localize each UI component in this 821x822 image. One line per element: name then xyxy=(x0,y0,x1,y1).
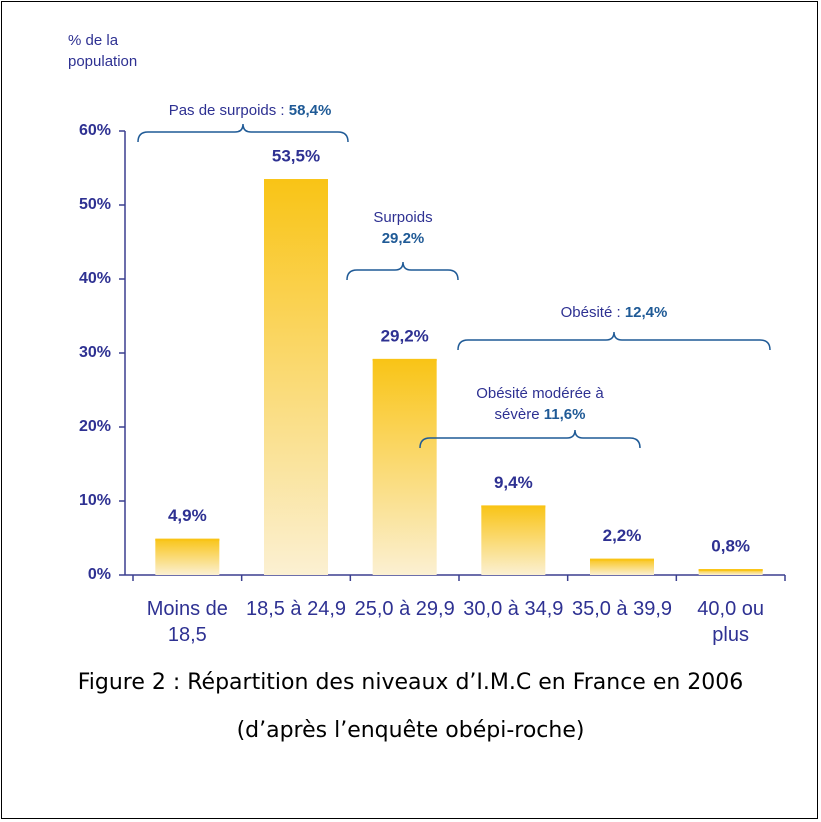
value-label: 2,2% xyxy=(603,526,642,545)
value-label: 9,4% xyxy=(494,473,533,492)
y-tick-label: 50% xyxy=(79,196,111,213)
brace xyxy=(457,331,771,351)
annotation-label: Pas de surpoids : xyxy=(168,102,285,119)
annotation-label: Obésité modérée à sévère xyxy=(476,385,604,423)
value-label: 0,8% xyxy=(711,537,750,556)
y-tick-label: 0% xyxy=(88,566,111,583)
annotation-value: 11,6% xyxy=(543,406,586,423)
x-tick-label: 30,0 à 34,9 xyxy=(463,598,564,620)
x-tick-label: 18,5 à 24,9 xyxy=(245,598,347,620)
value-label: 29,2% xyxy=(381,326,429,345)
y-tick-label: 20% xyxy=(79,418,111,435)
y-tick-label: 60% xyxy=(79,122,111,139)
x-tick-label: Moins de 18,5 xyxy=(146,598,228,646)
bar xyxy=(372,358,437,575)
annotation-label: Obésité : xyxy=(560,304,621,321)
bar-top xyxy=(698,569,763,572)
x-tick-label: 25,0 à 29,9 xyxy=(354,598,455,620)
brace xyxy=(137,123,349,143)
x-tick-label: 40,0 ou plus xyxy=(697,598,765,646)
bar xyxy=(590,558,654,575)
annotation-label: Surpoids xyxy=(373,209,433,226)
x-tick-label: 35,0 à 39,9 xyxy=(571,598,673,620)
brace xyxy=(346,261,459,281)
caption: Figure 2 : Répartition des niveaux d’I.M… xyxy=(77,670,744,695)
bar xyxy=(155,538,220,575)
annotation-value: 12,4% xyxy=(624,304,668,321)
annotation: Surpoids 29,2% xyxy=(353,207,453,249)
bar-top xyxy=(590,558,654,561)
brace xyxy=(419,429,641,449)
bar-top xyxy=(481,505,546,508)
y-axis-label: % de la population xyxy=(68,32,138,70)
bar-top xyxy=(155,538,220,541)
annotation-value: 58,4% xyxy=(288,102,332,119)
value-label: 4,9% xyxy=(168,506,207,525)
annotation: Obésité : 12,4% xyxy=(534,302,694,323)
y-tick-label: 30% xyxy=(79,344,111,361)
annotation-value: 29,2% xyxy=(381,230,425,247)
value-label: 53,5% xyxy=(272,147,320,166)
y-tick-label: 40% xyxy=(79,270,111,287)
annotation: Obésité modérée à sévère 11,6% xyxy=(470,383,610,425)
bar xyxy=(264,179,328,575)
bar xyxy=(481,505,546,575)
bar-top xyxy=(264,179,328,182)
bar xyxy=(698,569,763,575)
caption: (d’après l’enquête obépi-roche) xyxy=(236,718,585,743)
y-tick-label: 10% xyxy=(79,492,111,509)
bar-top xyxy=(372,358,437,361)
annotation: Pas de surpoids : 58,4% xyxy=(150,100,350,121)
